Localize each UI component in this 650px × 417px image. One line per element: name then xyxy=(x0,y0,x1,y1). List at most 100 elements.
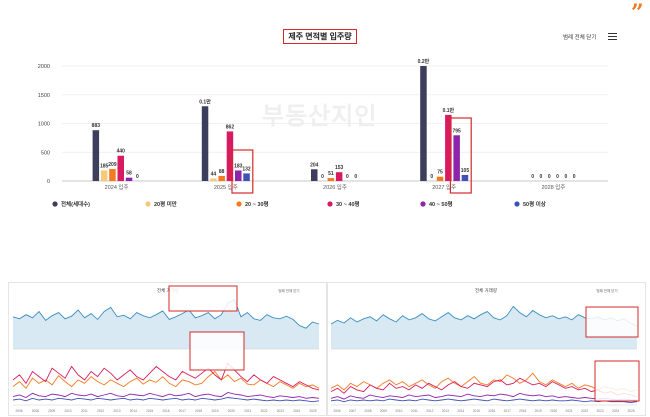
series-line xyxy=(12,370,320,390)
x-tick-label: 2020 xyxy=(228,409,235,413)
legend-toggle-label: 범례 전체 닫기 xyxy=(278,288,299,293)
data-label: 0 xyxy=(573,174,576,180)
bar xyxy=(327,178,335,181)
data-label: 883 xyxy=(92,123,101,129)
x-tick-label: 2012 xyxy=(426,409,433,413)
highlight-box xyxy=(189,331,245,371)
legend-toggle-button[interactable]: 범례 전체 닫기 xyxy=(563,35,597,41)
x-tick-label: 2025 입주 xyxy=(214,183,238,191)
y-tick-label: 0 xyxy=(47,179,50,185)
series-line xyxy=(12,392,320,399)
x-tick-label: 2023 xyxy=(277,409,284,413)
legend-label: 전체(세대수) xyxy=(61,200,90,208)
x-tick-label: 2016 xyxy=(488,409,495,413)
legend-marker xyxy=(236,201,242,207)
series-line xyxy=(330,398,638,403)
x-tick-label: 2025 xyxy=(309,409,316,413)
x-tick-label: 2013 xyxy=(442,409,449,413)
data-label: 0 xyxy=(430,174,433,180)
x-tick-label: 2017 xyxy=(179,409,186,413)
series-area xyxy=(13,299,319,349)
legend-marker xyxy=(145,201,151,207)
legend-toggle-label: 범례 전체 닫기 xyxy=(596,288,617,293)
legend-label: 40 ~ 50평 xyxy=(429,200,453,208)
x-tick-label: 2014 xyxy=(130,409,137,413)
x-tick-label: 2012 xyxy=(97,409,104,413)
bar xyxy=(201,106,209,181)
quote-mark-icon: ” xyxy=(631,0,644,26)
x-tick-label: 2024 xyxy=(612,409,619,413)
hamburger-menu-icon[interactable] xyxy=(608,33,617,40)
bar xyxy=(311,169,318,181)
x-tick-label: 2011 xyxy=(81,409,88,413)
data-label: 105 xyxy=(461,168,470,174)
x-tick-label: 2010 xyxy=(395,409,402,413)
x-tick-label: 2006 xyxy=(333,409,340,413)
x-tick-label: 2010 xyxy=(64,409,71,413)
data-label: 185 xyxy=(100,163,109,169)
legend-label: 50평 이상 xyxy=(523,200,546,208)
x-tick-label: 2015 xyxy=(146,409,153,413)
series-line xyxy=(330,372,638,393)
trade-volume-chart-right: 전체 거래량 범례 전체 닫기 2006 2007 2008 2009 2010 2011 20… xyxy=(326,282,646,416)
highlight-box xyxy=(168,285,238,312)
x-tick-label: 2026 입주 xyxy=(323,183,347,191)
data-label: 440 xyxy=(117,149,126,155)
x-tick-label: 2022 xyxy=(581,409,588,413)
legend-marker xyxy=(52,201,58,207)
data-label: 0 xyxy=(540,174,543,180)
data-label: 0 xyxy=(346,174,349,180)
bar xyxy=(445,114,452,181)
y-tick-label: 2000 xyxy=(38,64,50,70)
series-line xyxy=(12,298,320,329)
data-label: 0 xyxy=(136,174,139,180)
bar xyxy=(125,177,133,181)
highlight-box xyxy=(585,306,639,338)
x-tick-label: 2006 xyxy=(15,409,22,413)
x-tick-label: 2009 xyxy=(48,409,55,413)
bar xyxy=(218,175,225,181)
bar xyxy=(210,178,217,181)
x-tick-label: 2018 xyxy=(519,409,526,413)
highlight-box xyxy=(231,149,254,194)
x-tick-label: 2024 xyxy=(293,409,300,413)
x-tick-label: 2027 입주 xyxy=(432,183,456,191)
bar xyxy=(436,176,444,181)
y-tick-label: 1000 xyxy=(38,122,50,128)
data-label: 58 xyxy=(126,171,132,177)
legend-marker xyxy=(514,201,520,207)
bar xyxy=(453,135,460,181)
x-tick-label: 2009 xyxy=(380,409,387,413)
data-label: 0 xyxy=(321,174,324,180)
series-area xyxy=(331,306,637,349)
x-tick-label: 2024 입주 xyxy=(105,183,129,191)
data-label: 0 xyxy=(531,174,534,180)
x-tick-label: 2028 입주 xyxy=(541,183,565,191)
data-label: 204 xyxy=(310,162,319,168)
data-label: 862 xyxy=(226,124,235,130)
x-tick-label: 2018 xyxy=(195,409,202,413)
data-label: 132 xyxy=(242,166,251,172)
bar xyxy=(243,173,250,181)
legend-label: 20평 미만 xyxy=(154,200,177,208)
x-tick-label: 2021 xyxy=(566,409,573,413)
data-label: 209 xyxy=(108,162,117,168)
bar xyxy=(109,168,116,181)
legend-label: 30 ~ 40평 xyxy=(336,200,360,208)
data-label: 44 xyxy=(211,171,217,177)
x-tick-label: 2014 xyxy=(457,409,464,413)
data-label: 0 xyxy=(548,174,551,180)
x-tick-label: 2023 xyxy=(597,409,604,413)
y-tick-label: 500 xyxy=(41,150,50,156)
legend-marker xyxy=(327,201,333,207)
x-tick-label: 2017 xyxy=(504,409,511,413)
bar xyxy=(335,172,343,181)
watermark: 부동산지인 xyxy=(262,103,378,130)
chart-title: 제주 면적별 입주량 xyxy=(283,29,357,44)
x-tick-label: 2021 xyxy=(244,409,251,413)
x-tick-label: 2013 xyxy=(113,409,120,413)
x-tick-label: 2011 xyxy=(411,409,418,413)
y-tick-label: 1500 xyxy=(38,93,50,99)
x-tick-label: 2022 xyxy=(260,409,267,413)
trade-volume-chart-left: 전체 거래량 범례 전체 닫기 2006 2008 2009 2010 2011 2012 20… xyxy=(8,282,328,416)
